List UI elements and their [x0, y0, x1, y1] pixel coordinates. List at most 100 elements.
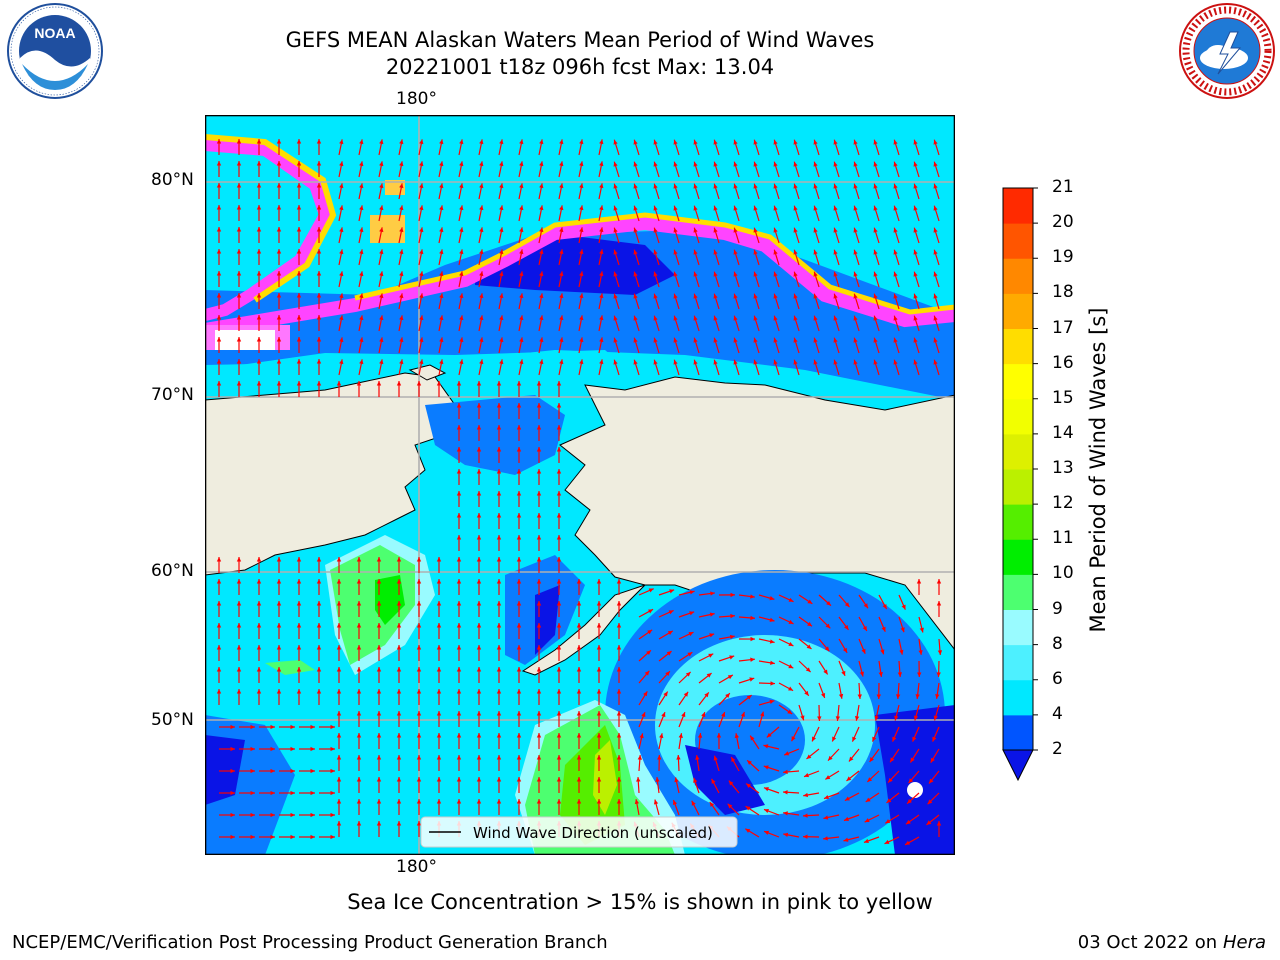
wind-arrow-head — [633, 337, 638, 343]
wind-arrow-head — [536, 491, 542, 496]
wind-arrow-head — [516, 667, 522, 672]
wind-arrow-head — [556, 557, 562, 562]
wind-arrow-head — [536, 799, 542, 804]
wind-arrow-head — [733, 139, 738, 145]
wind-arrow-head — [296, 645, 302, 650]
wind-arrow-head — [673, 293, 678, 299]
wind-arrow-head — [596, 601, 602, 606]
wind-arrow-head — [913, 715, 919, 721]
wind-arrow-head — [833, 271, 838, 277]
wind-arrow-head — [616, 777, 622, 782]
wind-arrow-head — [749, 677, 755, 682]
wind-arrow-head — [915, 694, 920, 699]
wind-arrow-head — [290, 812, 295, 818]
wind-arrow-head — [376, 645, 382, 650]
wind-arrow-head — [653, 227, 658, 233]
wind-arrow-head — [456, 755, 462, 760]
wind-arrow-head — [216, 601, 222, 606]
wind-arrow-head — [276, 623, 282, 628]
wind-arrow-head — [853, 161, 858, 167]
wind-arrow-head — [760, 711, 765, 717]
wind-arrow-head — [536, 447, 542, 452]
wind-arrow-head — [436, 579, 442, 584]
wind-arrow-head — [516, 491, 522, 496]
wind-arrow-head — [359, 293, 364, 299]
wind-arrow-head — [793, 315, 798, 321]
wind-arrow-head — [596, 711, 602, 716]
wind-arrow-head — [296, 359, 302, 364]
wind-arrow-head — [716, 733, 722, 738]
wind-arrow-head — [793, 205, 798, 211]
wind-arrow-head — [359, 139, 364, 145]
wind-arrow-head — [476, 381, 482, 386]
wind-arrow-head — [376, 579, 382, 584]
wind-arrow-head — [864, 818, 870, 823]
wind-arrow-head — [516, 689, 522, 694]
wind-arrow-head — [330, 724, 335, 730]
wind-arrow-head — [791, 736, 796, 742]
wind-arrow-head — [653, 249, 658, 255]
wind-arrow-head — [336, 601, 342, 606]
wind-arrow-head — [339, 183, 344, 189]
wind-arrow-head — [874, 715, 879, 721]
colorbar-segment — [1003, 574, 1033, 610]
wind-arrow-head — [689, 590, 695, 595]
wind-arrow-head — [750, 657, 755, 662]
wind-arrow-head — [339, 227, 344, 233]
wind-arrow-head — [844, 796, 850, 801]
wind-arrow-head — [579, 139, 584, 145]
wind-arrow-head — [800, 715, 805, 721]
wind-arrow-head — [536, 733, 542, 738]
wind-arrow-head — [276, 579, 282, 584]
wind-arrow-head — [436, 667, 442, 672]
wind-arrow-head — [873, 205, 878, 211]
wind-arrow-head — [539, 161, 544, 167]
wind-arrow-head — [833, 161, 838, 167]
wind-arrow-head — [853, 139, 858, 145]
wind-arrow-head — [459, 359, 464, 365]
wind-arrow-head — [844, 624, 849, 630]
wind-arrow-head — [633, 205, 638, 211]
colorbar-tick-label: 17 — [1052, 317, 1074, 338]
wind-arrow-head — [838, 693, 844, 699]
wind-arrow-head — [216, 359, 222, 364]
wind-arrow-head — [596, 689, 602, 694]
wind-arrow-head — [821, 692, 826, 698]
colorbar-tick-label: 12 — [1052, 493, 1074, 514]
wind-arrow-head — [862, 625, 867, 631]
wind-arrow-head — [929, 778, 934, 784]
wind-arrow-head — [644, 670, 650, 676]
wind-arrow-head — [886, 798, 892, 803]
wind-arrow-head — [316, 205, 322, 210]
wind-arrow-head — [653, 183, 658, 189]
wind-arrow-head — [773, 271, 778, 277]
wind-arrow-head — [646, 650, 651, 655]
colorbar-segment — [1003, 469, 1033, 505]
wind-arrow-head — [753, 139, 758, 145]
wind-arrow-head — [713, 205, 718, 211]
wind-arrow-head — [693, 183, 698, 189]
wind-arrow-head — [769, 596, 775, 601]
map-panel: Wind Wave Direction (unscaled) — [205, 115, 955, 855]
wind-arrow-head — [356, 799, 362, 804]
wind-arrow-head — [396, 623, 402, 628]
wind-arrow-head — [878, 672, 883, 677]
wind-arrow-head — [316, 227, 322, 232]
wind-arrow-head — [916, 579, 922, 584]
wind-arrow-head — [496, 755, 502, 760]
wind-arrow-head — [496, 601, 502, 606]
wind-arrow-head — [236, 139, 242, 144]
wind-arrow-head — [216, 337, 222, 342]
wind-arrow-head — [708, 653, 714, 658]
wind-arrow-head — [613, 293, 618, 299]
wind-arrow-head — [763, 787, 769, 792]
wind-arrow-head — [376, 821, 382, 826]
wind-arrow-head — [516, 403, 522, 408]
wind-arrow-head — [899, 649, 904, 655]
wind-arrow-head — [316, 579, 322, 584]
wind-arrow-head — [250, 790, 255, 796]
wind-arrow-head — [599, 139, 604, 145]
wind-arrow-head — [633, 315, 638, 321]
wind-arrow-head — [693, 337, 698, 343]
wind-arrow-head — [236, 183, 242, 188]
